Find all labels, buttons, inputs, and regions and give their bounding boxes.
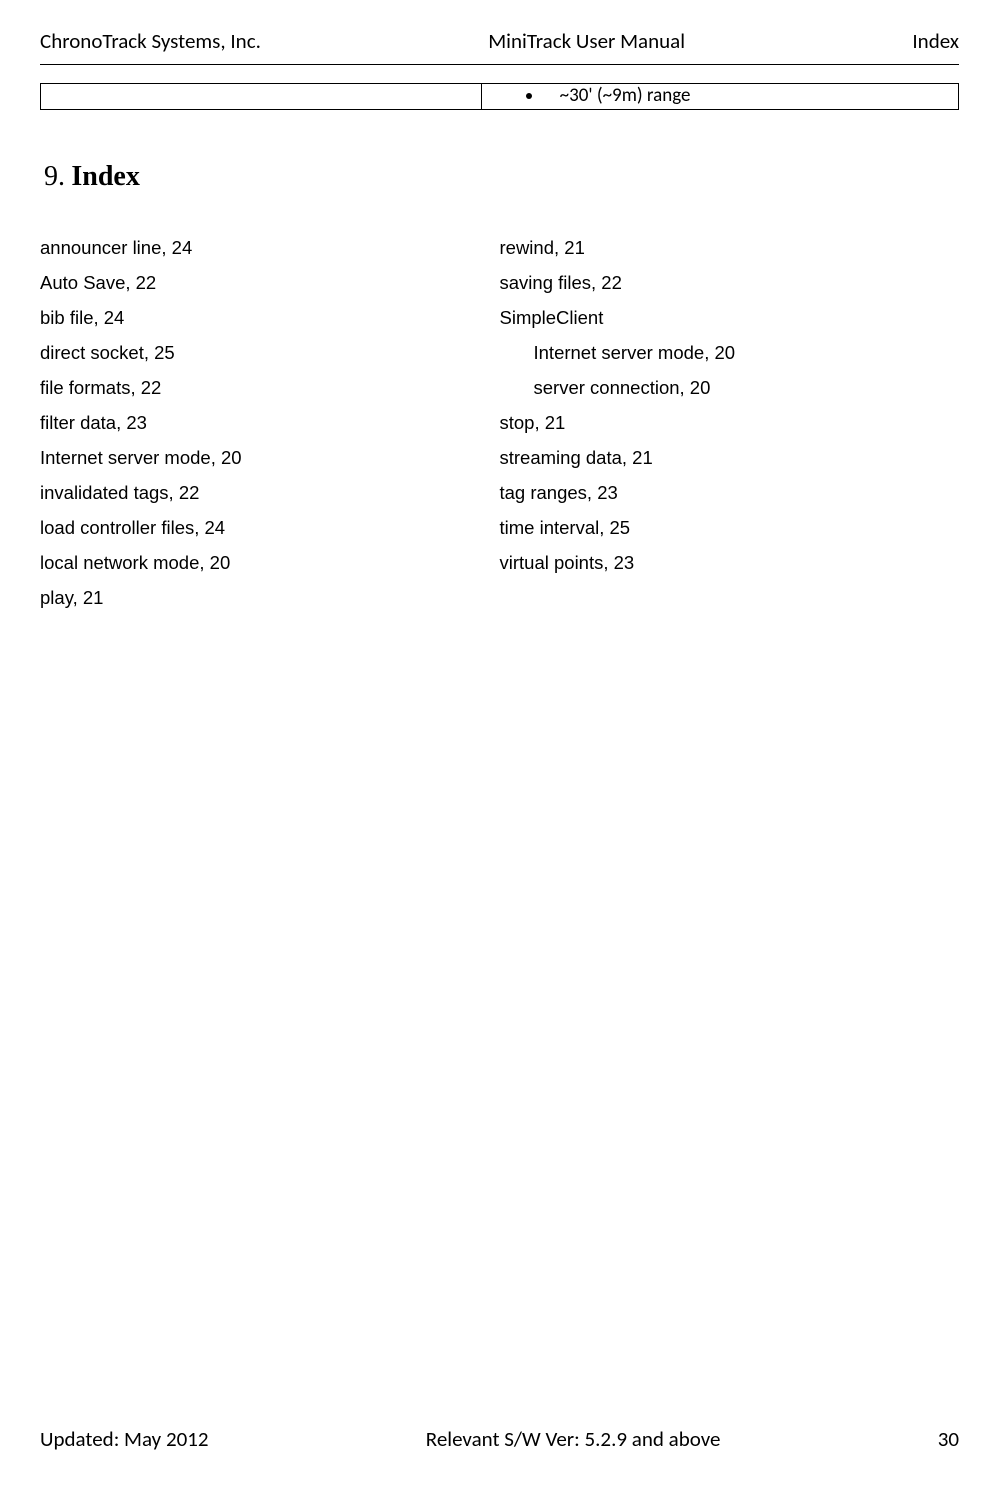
index-entry: local network mode, 20 [40,552,500,574]
header-right: Index [912,28,959,54]
index-col-2: rewind, 21 saving files, 22 SimpleClient In… [500,237,960,622]
index-entry: invalidated tags, 22 [40,482,500,504]
header-rule [40,64,959,65]
index-entry: announcer line, 24 [40,237,500,259]
spec-left-cell [41,84,482,110]
spec-right-cell: ~30' (~9m) range [481,84,958,110]
footer-center: Relevant S/W Ver: 5.2.9 and above [426,1426,721,1452]
index-entry: filter data, 23 [40,412,500,434]
index-entry: streaming data, 21 [500,447,960,469]
page-footer: Updated: May 2012 Relevant S/W Ver: 5.2.… [40,1426,959,1452]
spec-bullet-row: ~30' (~9m) range [490,84,950,107]
index-entry: bib file, 24 [40,307,500,329]
index-entry: Internet server mode, 20 [500,342,960,364]
header-center: MiniTrack User Manual [488,28,685,54]
index-entry: Auto Save, 22 [40,272,500,294]
index-entry: time interval, 25 [500,517,960,539]
page-header: ChronoTrack Systems, Inc. MiniTrack User… [40,28,959,54]
index-entry: load controller files, 24 [40,517,500,539]
header-left: ChronoTrack Systems, Inc. [40,28,261,54]
index-entry: file formats, 22 [40,377,500,399]
index-entry: direct socket, 25 [40,342,500,364]
index-entry: play, 21 [40,587,500,609]
index-columns: announcer line, 24 Auto Save, 22 bib file,… [40,237,959,622]
footer-page-no: 30 [938,1426,959,1452]
index-col-1: announcer line, 24 Auto Save, 22 bib file,… [40,237,500,622]
index-entry: tag ranges, 23 [500,482,960,504]
bullet-icon [526,93,532,99]
index-entry: virtual points, 23 [500,552,960,574]
spec-bullet-text: ~30' (~9m) range [560,84,691,107]
section-heading: 9. Index [44,158,959,193]
index-entry: Internet server mode, 20 [40,447,500,469]
table-row: ~30' (~9m) range [41,84,959,110]
footer-left: Updated: May 2012 [40,1426,209,1452]
spec-table: ~30' (~9m) range [40,83,959,110]
index-entry: rewind, 21 [500,237,960,259]
index-entry: SimpleClient [500,307,960,329]
index-entry: stop, 21 [500,412,960,434]
section-title: Index [71,161,139,192]
index-entry: saving files, 22 [500,272,960,294]
section-number: 9. [44,161,65,192]
index-entry: server connection, 20 [500,377,960,399]
